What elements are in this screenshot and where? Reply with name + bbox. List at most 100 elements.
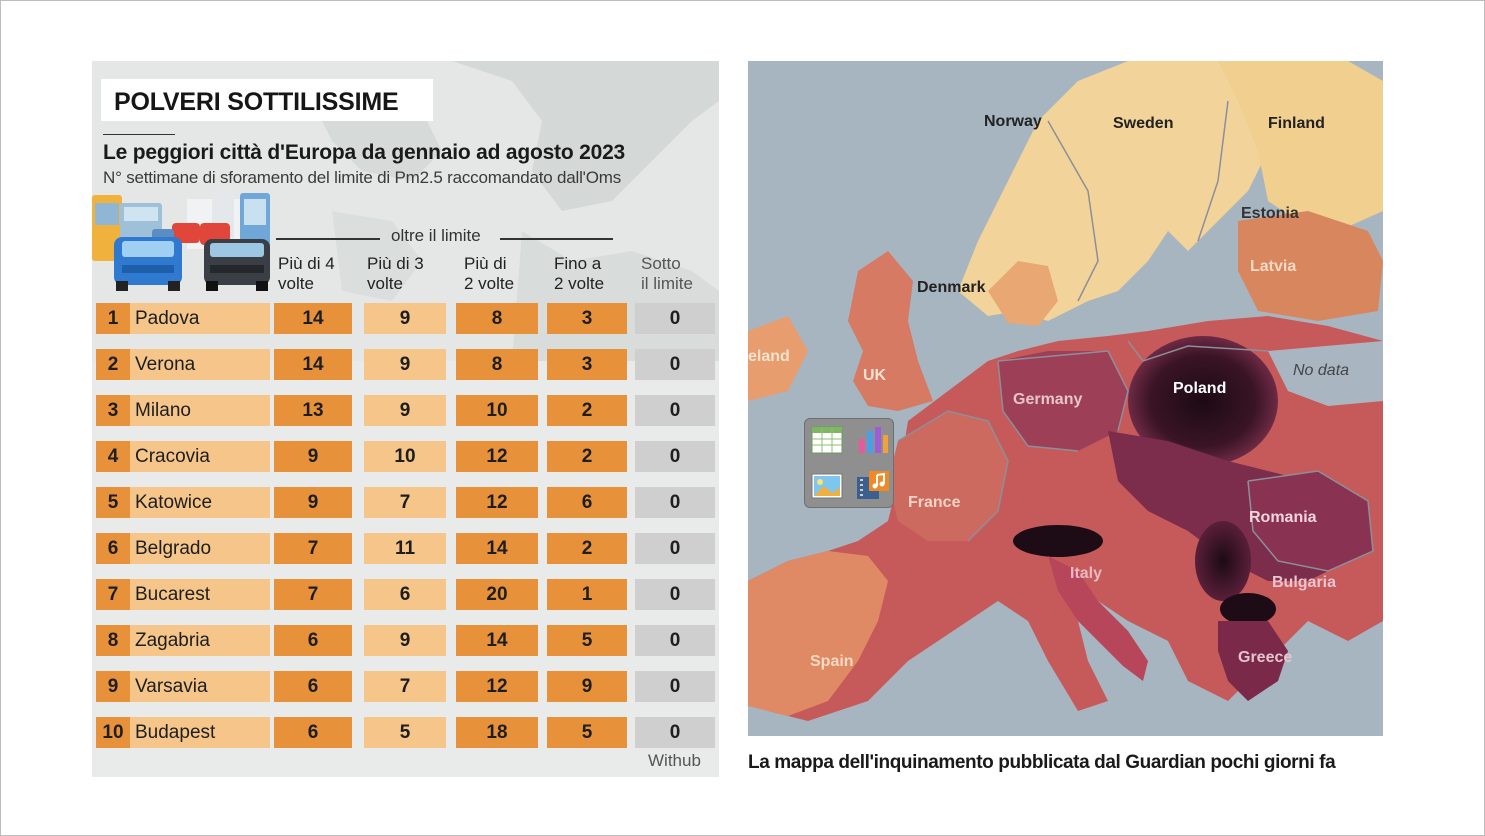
value-cell: 0	[635, 487, 715, 518]
value-cell: 3	[547, 303, 627, 334]
value-cell: 6	[274, 717, 352, 748]
map-label-finland: Finland	[1268, 115, 1325, 132]
value-cell: 14	[456, 533, 538, 564]
value-cell: 12	[456, 487, 538, 518]
column-header-line: 2 volte	[464, 274, 515, 293]
map-label-france: France	[908, 494, 961, 511]
map-label-no-data: No data	[1293, 362, 1350, 379]
over-limit-rule-right	[500, 238, 613, 240]
map-label-sweden: Sweden	[1113, 115, 1174, 132]
table-row: 9 Varsavia 6 7 12 9 0	[96, 671, 715, 702]
value-cell: 12	[456, 671, 538, 702]
value-cell: 11	[364, 533, 446, 564]
value-cell: 13	[274, 395, 352, 426]
column-header-below-limit: Sotto il limite	[641, 254, 693, 294]
map-label-estonia: Estonia	[1241, 205, 1299, 222]
value-cell: 14	[456, 625, 538, 656]
over-limit-rule-left	[276, 238, 380, 240]
value-cell: 2	[547, 395, 627, 426]
value-cell: 6	[274, 625, 352, 656]
map-label-romania: Romania	[1249, 509, 1317, 526]
city-cell: Padova	[130, 303, 270, 334]
value-cell: 0	[635, 671, 715, 702]
infographic-title: POLVERI SOTTILISSIME	[114, 88, 399, 116]
value-cell: 5	[364, 717, 446, 748]
value-cell: 9	[547, 671, 627, 702]
map-label-denmark: Denmark	[917, 279, 986, 296]
rank-cell: 8	[96, 625, 130, 656]
value-cell: 0	[635, 349, 715, 380]
rank-cell: 3	[96, 395, 130, 426]
value-cell: 14	[274, 349, 352, 380]
value-cell: 0	[635, 579, 715, 610]
value-cell: 7	[364, 671, 446, 702]
city-cell: Milano	[130, 395, 270, 426]
column-header-line: volte	[278, 274, 314, 293]
column-header-line: volte	[367, 274, 403, 293]
rank-cell: 6	[96, 533, 130, 564]
map-label-spain: Spain	[810, 653, 854, 670]
map-label-uk: UK	[863, 367, 887, 384]
value-cell: 9	[364, 303, 446, 334]
value-cell: 0	[635, 441, 715, 472]
rank-cell: 1	[96, 303, 130, 334]
value-cell: 6	[547, 487, 627, 518]
city-cell: Katowice	[130, 487, 270, 518]
over-limit-label: oltre il limite	[391, 226, 481, 245]
rank-cell: 10	[96, 717, 130, 748]
value-cell: 2	[547, 533, 627, 564]
infographic-description: N° settimane di sforamento del limite di…	[103, 168, 621, 187]
column-header-line: Fino a	[554, 254, 602, 273]
pollution-infographic: POLVERI SOTTILISSIME Le peggiori città d…	[92, 61, 719, 777]
column-header-more-than-2: Più di 2 volte	[464, 254, 514, 294]
value-cell: 9	[364, 395, 446, 426]
infographic-subtitle: Le peggiori città d'Europa da gennaio ad…	[103, 141, 626, 164]
table-row: 7 Bucarest 7 6 20 1 0	[96, 579, 715, 610]
value-cell: 18	[456, 717, 538, 748]
table-row: 5 Katowice 9 7 12 6 0	[96, 487, 715, 518]
value-cell: 0	[635, 395, 715, 426]
city-cell: Budapest	[130, 717, 270, 748]
value-cell: 7	[274, 533, 352, 564]
pollution-map: Norway Sweden Finland Estonia Latvia Den…	[748, 61, 1383, 736]
value-cell: 12	[456, 441, 538, 472]
column-header-more-than-3: Più di 3 volte	[367, 254, 424, 294]
map-label-germany: Germany	[1013, 391, 1083, 408]
map-label-latvia: Latvia	[1250, 258, 1297, 275]
city-cell: Cracovia	[130, 441, 270, 472]
value-cell: 9	[274, 487, 352, 518]
column-header-more-than-4: Più di 4 volte	[278, 254, 335, 294]
value-cell: 2	[547, 441, 627, 472]
rank-cell: 4	[96, 441, 130, 472]
column-header-line: 2 volte	[554, 274, 605, 293]
map-label-norway: Norway	[984, 113, 1042, 130]
column-header-line: Più di 4	[278, 254, 335, 273]
value-cell: 9	[274, 441, 352, 472]
rank-cell: 7	[96, 579, 130, 610]
map-label-poland: Poland	[1173, 380, 1227, 397]
city-cell: Varsavia	[130, 671, 270, 702]
city-cell: Bucarest	[130, 579, 270, 610]
column-header-line: Più di 3	[367, 254, 424, 273]
column-header-line: Sotto	[641, 254, 681, 273]
city-cell: Zagabria	[130, 625, 270, 656]
map-label-greece: Greece	[1238, 649, 1293, 666]
table-row: 1 Padova 14 9 8 3 0	[96, 303, 715, 334]
table-row: 6 Belgrado 7 11 14 2 0	[96, 533, 715, 564]
music-video-icon[interactable]	[855, 471, 889, 501]
value-cell: 5	[547, 625, 627, 656]
city-cell: Verona	[130, 349, 270, 380]
table-row: 4 Cracovia 9 10 12 2 0	[96, 441, 715, 472]
value-cell: 1	[547, 579, 627, 610]
spreadsheet-icon[interactable]	[810, 425, 844, 455]
map-label-ireland: eland	[748, 348, 790, 365]
map-caption: La mappa dell'inquinamento pubblicata da…	[748, 752, 1336, 773]
image-icon[interactable]	[810, 471, 844, 501]
insert-media-placeholder[interactable]	[804, 418, 894, 508]
value-cell: 5	[547, 717, 627, 748]
value-cell: 0	[635, 533, 715, 564]
bar-chart-icon[interactable]	[855, 425, 889, 455]
value-cell: 0	[635, 303, 715, 334]
title-divider	[103, 134, 175, 135]
rank-cell: 9	[96, 671, 130, 702]
